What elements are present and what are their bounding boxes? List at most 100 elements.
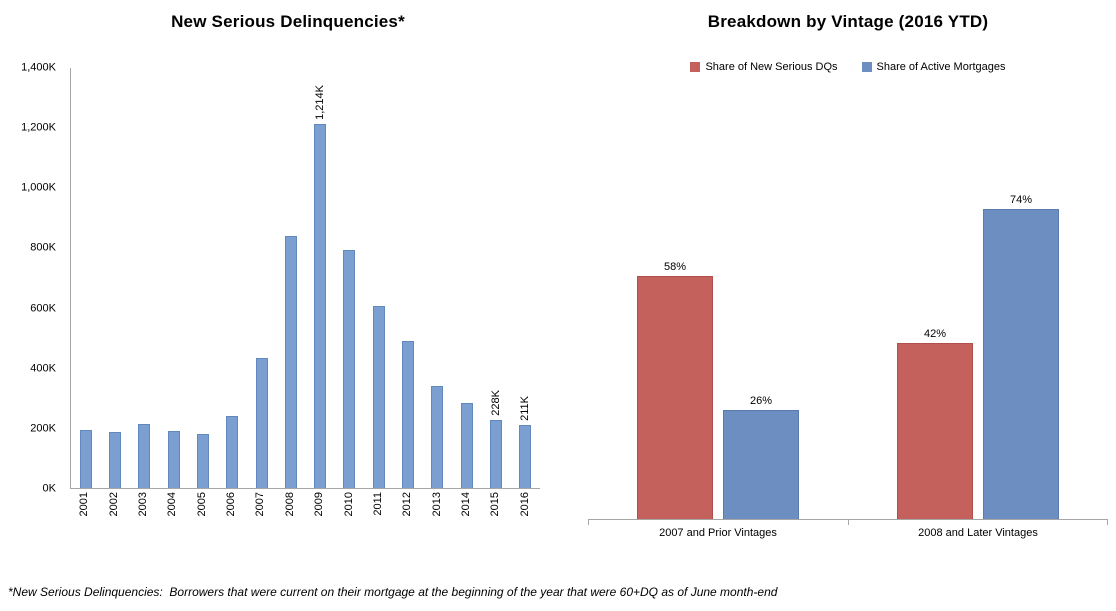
- bar: [983, 208, 1059, 519]
- bar-column: 26%: [723, 100, 799, 519]
- bar: [226, 416, 239, 488]
- bar: [196, 433, 209, 488]
- bar: [519, 424, 532, 488]
- bar-column-2003: [130, 68, 159, 488]
- legend-swatch-icon: [861, 62, 872, 72]
- bar: [431, 385, 444, 488]
- left-x-axis-labels: 2001 2002 2003 2004 2005 2006 2007 2008 2009 2010…: [70, 492, 540, 546]
- x-category: 2007: [246, 492, 275, 546]
- x-category-label: 2004: [166, 492, 179, 517]
- x-category-label: 2008: [283, 492, 296, 517]
- x-category-label: 2002: [107, 492, 120, 517]
- x-category-label: 2012: [401, 492, 414, 517]
- x-category: 2006: [217, 492, 246, 546]
- bar: [255, 358, 268, 488]
- chart-new-serious-delinquencies: New Serious Delinquencies* 0K 200K 400K 600…: [0, 0, 556, 560]
- bar-value-label: 74%: [1009, 193, 1033, 206]
- bar-value-label: 58%: [663, 260, 687, 273]
- bar: [343, 250, 356, 488]
- x-category: 2003: [129, 492, 158, 546]
- bar-column-2007: [247, 68, 276, 488]
- bar: [108, 432, 121, 488]
- x-category-label: 2010: [342, 492, 355, 517]
- bar-column-2001: [71, 68, 100, 488]
- x-category: 2009: [305, 492, 334, 546]
- bar: [79, 429, 92, 488]
- x-category: 2008: [276, 492, 305, 546]
- right-chart-title: Breakdown by Vintage (2016 YTD): [707, 12, 989, 31]
- left-y-tick-label: 0K: [42, 482, 56, 495]
- legend-swatch-icon: [690, 62, 701, 72]
- bar-value-label: 228K: [489, 389, 502, 416]
- bar-column-2016: 211K: [511, 68, 540, 488]
- bar-column: 42%: [897, 100, 973, 519]
- x-category-label: 2014: [460, 492, 473, 517]
- left-y-tick-label: 1,400K: [21, 61, 56, 74]
- bar-column-2005: [188, 68, 217, 488]
- x-category-label: 2006: [225, 492, 238, 517]
- bar: [460, 403, 473, 488]
- bar: [284, 235, 297, 488]
- x-axis-tick: [1107, 520, 1108, 525]
- x-category-label: 2008 and Later Vintages: [918, 527, 1038, 539]
- bar-column-2015: 228K: [481, 68, 510, 488]
- bar-column-2002: [100, 68, 129, 488]
- bar: [402, 341, 415, 488]
- left-y-tick-label: 200K: [30, 422, 56, 435]
- x-category: 2005: [188, 492, 217, 546]
- legend-label: Share of Active Mortgages: [876, 61, 1006, 73]
- x-category-label: 2005: [195, 492, 208, 517]
- x-category: 2004: [158, 492, 187, 546]
- x-category-label: 2015: [489, 492, 502, 517]
- bar-group-2: 42% 74%: [848, 100, 1108, 519]
- bar: [897, 343, 973, 519]
- bar-column: 58%: [637, 100, 713, 519]
- left-y-tick-label: 1,200K: [21, 121, 56, 134]
- x-category: 2014: [452, 492, 481, 546]
- bar-value-label: 211K: [518, 395, 531, 421]
- x-category-label: 2009: [313, 492, 326, 517]
- x-category-label: 2011: [371, 492, 384, 516]
- right-x-axis-labels: 2007 and Prior Vintages 2008 and Later Vi…: [588, 527, 1108, 539]
- bar: [490, 419, 503, 488]
- bar-column-2006: [218, 68, 247, 488]
- x-category: 2013: [423, 492, 452, 546]
- x-category: 2002: [99, 492, 128, 546]
- bar-column-2014: [452, 68, 481, 488]
- x-category-label: 2007: [254, 492, 267, 517]
- bar-column: 74%: [983, 100, 1059, 519]
- bar-column-2013: [423, 68, 452, 488]
- bar: [372, 305, 385, 488]
- left-y-tick-label: 400K: [30, 362, 56, 375]
- bar-column-2010: [335, 68, 364, 488]
- x-category: 2010: [334, 492, 363, 546]
- x-category: 2011: [364, 492, 393, 546]
- bar: [314, 123, 327, 488]
- footnote: *New Serious Delinquencies: Borrowers th…: [8, 585, 778, 599]
- bar-column-2012: [393, 68, 422, 488]
- legend: Share of New Serious DQs Share of Active …: [580, 61, 1116, 73]
- left-y-tick-label: 800K: [30, 241, 56, 254]
- left-y-axis: 0K 200K 400K 600K 800K 1,000K 1,200K 1,400K: [0, 62, 62, 494]
- bar-value-label: 1,214K: [313, 84, 326, 120]
- bar: [138, 424, 151, 488]
- x-category-label: 2013: [430, 492, 443, 517]
- chart-breakdown-by-vintage: Breakdown by Vintage (2016 YTD) Share of…: [560, 0, 1116, 560]
- bar-column-2004: [159, 68, 188, 488]
- legend-item: Share of New Serious DQs: [690, 61, 838, 73]
- bar: [723, 410, 799, 519]
- left-plot-area: 1,214K 228K 211K: [70, 68, 540, 489]
- x-category-label: 2001: [78, 492, 91, 517]
- x-category: 2016: [511, 492, 540, 546]
- bar-value-label: 26%: [749, 395, 773, 408]
- bar-column-2009: 1,214K: [306, 68, 335, 488]
- bar-value-label: 42%: [923, 328, 947, 341]
- right-plot-area: 58% 26% 42% 74%: [588, 100, 1108, 520]
- x-axis-tick: [588, 520, 589, 525]
- x-category-label: 2007 and Prior Vintages: [659, 527, 777, 539]
- bar: [167, 430, 180, 488]
- bar-group-1: 58% 26%: [588, 100, 848, 519]
- left-chart-title: New Serious Delinquencies*: [171, 12, 405, 31]
- x-axis-tick: [848, 520, 849, 525]
